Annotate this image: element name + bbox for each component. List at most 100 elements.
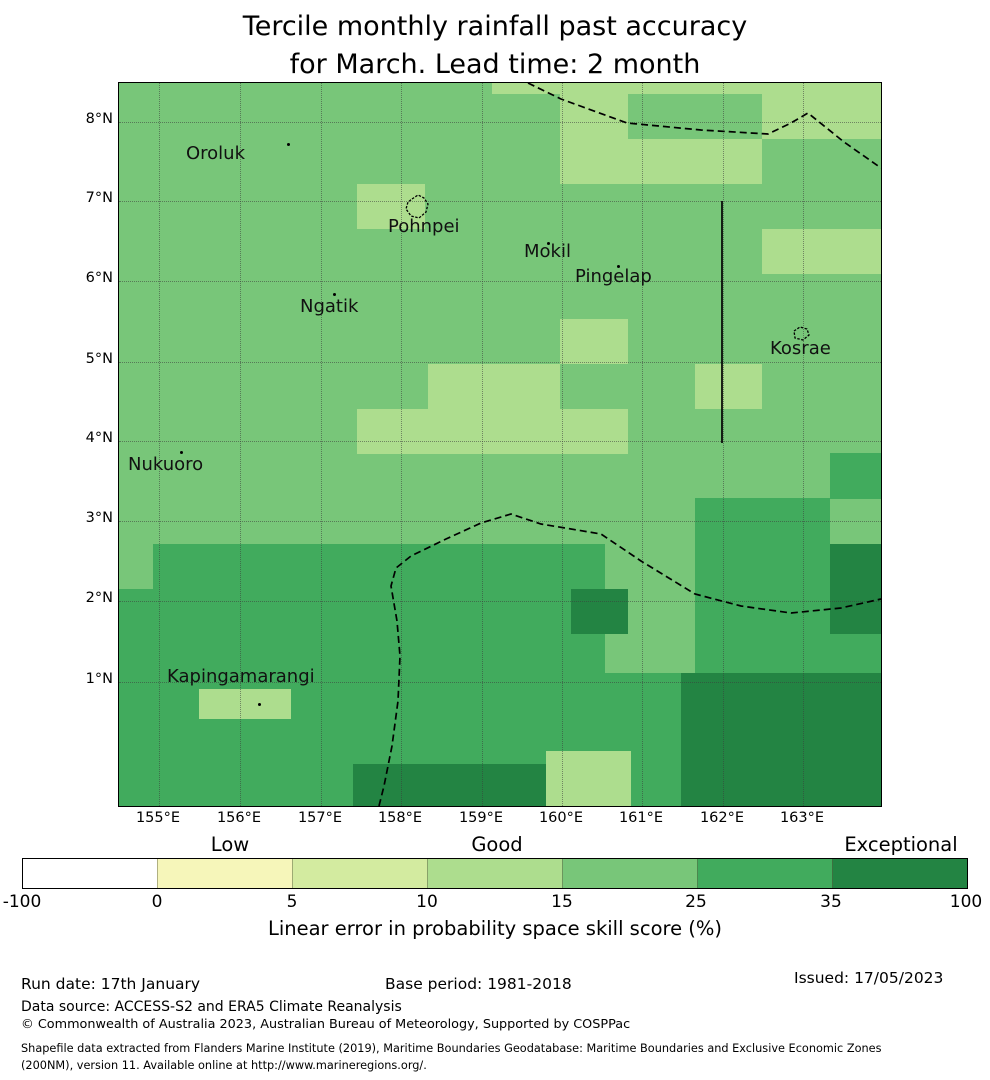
latitude-gridline bbox=[119, 682, 881, 683]
map-canvas: Oroluk Pohnpei Mokil Pingelap Ngatik Kosrae Nu… bbox=[119, 83, 881, 806]
colorbar-tick-label: 10 bbox=[416, 892, 438, 912]
map-cell bbox=[762, 229, 881, 274]
latitude-gridline bbox=[119, 122, 881, 123]
shapefile-attribution-line1: Shapefile data extracted from Flanders M… bbox=[21, 1042, 882, 1055]
map-cell bbox=[357, 409, 628, 454]
lat-tick-label: 6°N bbox=[85, 270, 113, 286]
colorbar-scale-label: Exceptional bbox=[844, 833, 958, 856]
place-label-kosrae: Kosrae bbox=[770, 338, 831, 359]
place-label-nukuoro: Nukuoro bbox=[128, 454, 204, 475]
map-cell bbox=[762, 94, 881, 139]
latitude-gridline bbox=[119, 201, 881, 202]
lat-tick-label: 3°N bbox=[85, 510, 113, 526]
map-plot-area: Oroluk Pohnpei Mokil Pingelap Ngatik Kosrae Nu… bbox=[118, 82, 882, 807]
run-date-text: Run date: 17th January bbox=[21, 975, 201, 993]
longitude-gridline bbox=[482, 83, 483, 806]
place-label-kapingamarangi: Kapingamarangi bbox=[167, 666, 315, 687]
colorbar-tick-label: 15 bbox=[551, 892, 573, 912]
lon-tick-label: 159°E bbox=[458, 810, 504, 826]
colorbar-tick-label: 25 bbox=[685, 892, 707, 912]
chart-title-line2: for March. Lead time: 2 month bbox=[289, 49, 701, 80]
copyright-text: © Commonwealth of Australia 2023, Austra… bbox=[21, 1017, 631, 1032]
lat-tick-label: 2°N bbox=[85, 590, 113, 606]
map-cell bbox=[153, 544, 881, 589]
colorbar-segment bbox=[427, 859, 562, 888]
colorbar-segment bbox=[562, 859, 697, 888]
lon-tick-label: 162°E bbox=[699, 810, 745, 826]
map-cell bbox=[546, 751, 631, 806]
map-cell bbox=[560, 94, 628, 184]
colorbar-segment bbox=[23, 859, 157, 888]
colorbar-tick-label: 100 bbox=[949, 892, 983, 912]
lon-tick-label: 157°E bbox=[297, 810, 343, 826]
map-cell bbox=[560, 319, 628, 364]
place-label-pohnpei: Pohnpei bbox=[388, 216, 460, 237]
island-marker bbox=[258, 703, 261, 706]
colorbar-tick-label: 0 bbox=[151, 892, 163, 912]
pohnpei-island-outline bbox=[405, 194, 429, 219]
map-cell bbox=[681, 673, 881, 806]
latitude-gridline bbox=[119, 281, 881, 282]
lat-tick-label: 8°N bbox=[85, 111, 113, 127]
map-cell bbox=[830, 544, 881, 634]
lon-tick-label: 156°E bbox=[216, 810, 262, 826]
longitude-gridline bbox=[642, 83, 643, 806]
kosrae-island-outline bbox=[793, 326, 810, 341]
colorbar-scale-label: Good bbox=[471, 833, 523, 856]
map-cell bbox=[357, 184, 425, 229]
colorbar-segment bbox=[832, 859, 967, 888]
colorbar-tick-label: 5 bbox=[286, 892, 298, 912]
issued-date-text: Issued: 17/05/2023 bbox=[794, 969, 944, 987]
base-period-text: Base period: 1981-2018 bbox=[385, 975, 572, 993]
lon-tick-label: 155°E bbox=[135, 810, 181, 826]
eez-boundary-line bbox=[527, 83, 881, 169]
chart-title-line1: Tercile monthly rainfall past accuracy bbox=[242, 11, 748, 42]
map-cell bbox=[571, 589, 628, 634]
map-cell bbox=[353, 764, 546, 806]
island-marker bbox=[287, 143, 290, 146]
colorbar-segment bbox=[292, 859, 427, 888]
lat-tick-label: 4°N bbox=[85, 430, 113, 446]
latitude-gridline bbox=[119, 521, 881, 522]
colorbar-axis-label: Linear error in probability space skill … bbox=[267, 917, 723, 940]
map-cell bbox=[428, 364, 560, 409]
map-cell bbox=[628, 139, 762, 184]
lat-tick-label: 5°N bbox=[85, 351, 113, 367]
longitude-gridline bbox=[803, 83, 804, 806]
lon-tick-label: 160°E bbox=[538, 810, 584, 826]
latitude-gridline bbox=[119, 441, 881, 442]
longitude-gridline bbox=[723, 83, 724, 806]
place-label-mokil: Mokil bbox=[524, 241, 571, 262]
map-cell bbox=[199, 689, 291, 719]
data-source-text: Data source: ACCESS-S2 and ERA5 Climate … bbox=[21, 999, 402, 1015]
boundary-overlay bbox=[378, 83, 881, 806]
longitude-gridline bbox=[562, 83, 563, 806]
colorbar bbox=[22, 858, 968, 889]
colorbar-tick-label: -100 bbox=[2, 892, 42, 912]
latitude-gridline bbox=[119, 362, 881, 363]
longitude-gridline bbox=[240, 83, 241, 806]
longitude-gridline bbox=[401, 83, 402, 806]
map-cell bbox=[492, 83, 881, 94]
shapefile-attribution-line2: (200NM), version 11. Available online at… bbox=[21, 1059, 427, 1072]
map-cell bbox=[830, 453, 881, 499]
lat-tick-label: 1°N bbox=[85, 671, 113, 687]
eez-boundary-line bbox=[378, 513, 881, 806]
place-label-pingelap: Pingelap bbox=[575, 266, 652, 287]
island-marker bbox=[333, 293, 336, 296]
longitude-gridline bbox=[321, 83, 322, 806]
colorbar-segment bbox=[697, 859, 832, 888]
place-label-oroluk: Oroluk bbox=[186, 143, 246, 164]
colorbar-scale-label: Low bbox=[210, 833, 250, 856]
place-label-ngatik: Ngatik bbox=[300, 296, 359, 317]
island-marker bbox=[180, 451, 183, 454]
lat-tick-label: 7°N bbox=[85, 190, 113, 206]
latitude-gridline bbox=[119, 601, 881, 602]
longitude-gridline bbox=[159, 83, 160, 806]
map-cell bbox=[695, 364, 762, 409]
colorbar-segment bbox=[157, 859, 292, 888]
island-marker bbox=[617, 265, 620, 268]
colorbar-tick-label: 35 bbox=[820, 892, 842, 912]
lon-tick-label: 158°E bbox=[377, 810, 423, 826]
